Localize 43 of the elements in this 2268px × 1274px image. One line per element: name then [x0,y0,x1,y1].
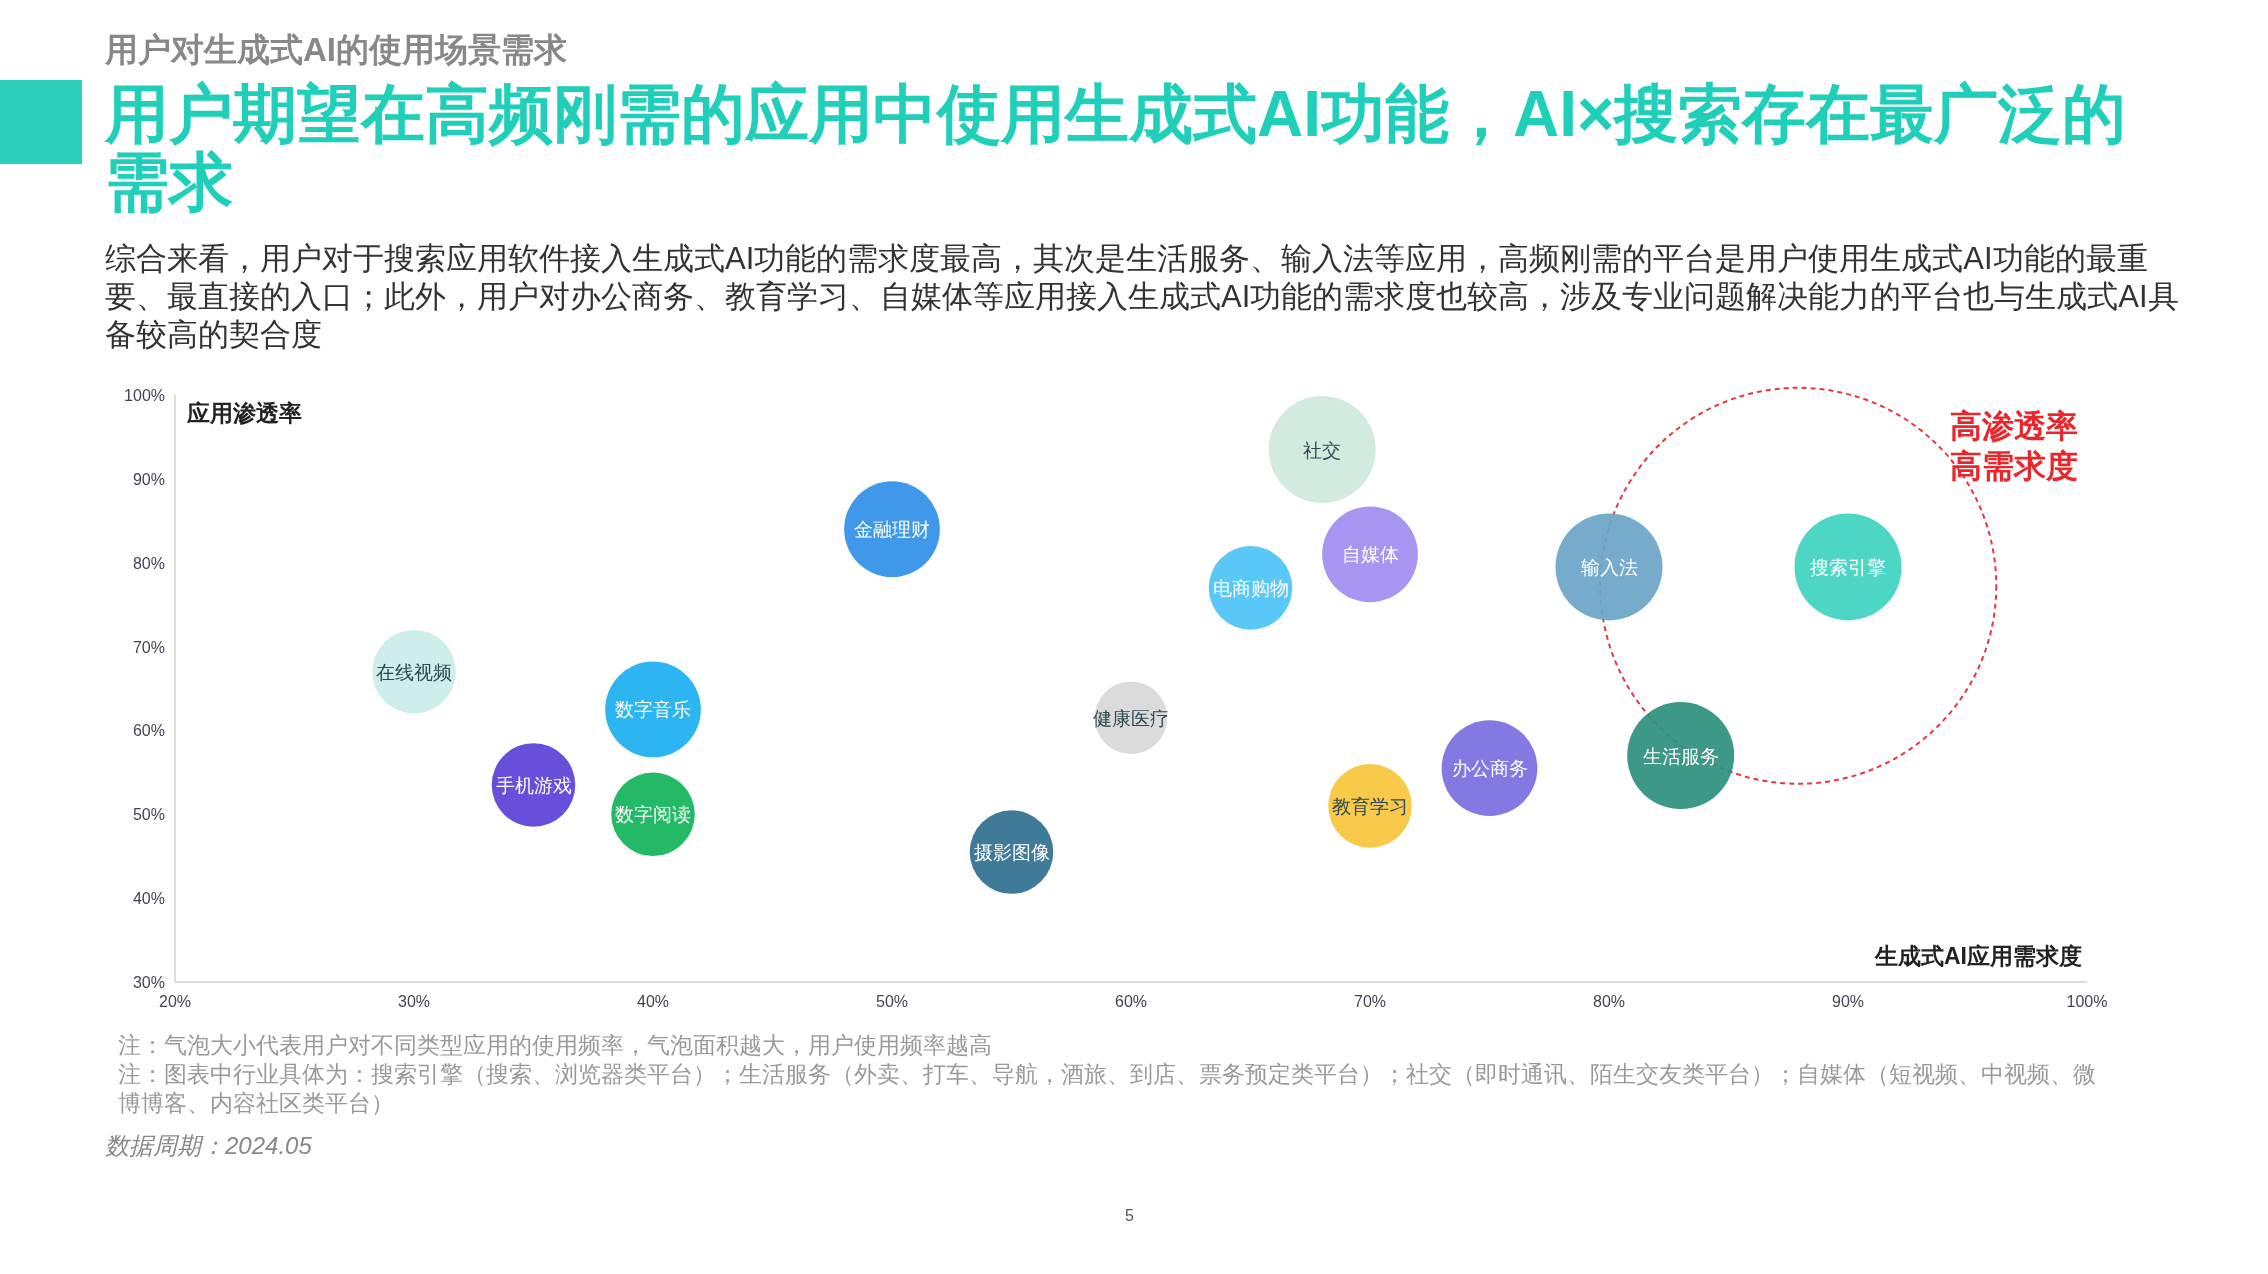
annotation: 高渗透率 [1950,407,2078,446]
series-label: 金融理财 [854,519,930,541]
annotation: 高需求度 [1950,447,2078,486]
annotation: 用户对生成式AI的使用场景需求 [105,30,567,70]
annotation: 注：气泡大小代表用户对不同类型应用的使用频率，气泡面积越大，用户使用频率越高 [118,1031,993,1060]
y-tick-label: 50% [132,806,165,824]
y-tick-label: 70% [132,638,165,656]
x-tick-label: 70% [1353,993,1387,1010]
y-tick-label: 30% [132,974,165,991]
title: 用户期望在高频刚需的应用中使用生成式AI功能，AI×搜索存在最广泛的需求 [105,80,2128,216]
annotation: 5 [1125,1207,1134,1225]
y-tick-label: 80% [132,554,165,572]
series-label: 在线视频 [376,661,452,683]
series-label: 搜索引擎 [1810,556,1886,578]
x-tick-label: 30% [397,993,431,1010]
series-label: 手机游戏 [495,774,572,796]
series-label: 自媒体 [1341,544,1399,566]
series-label: 生活服务 [1642,745,1719,767]
series-label: 数字音乐 [615,699,691,721]
y-tick-label: 90% [132,470,165,488]
series-label: 电商购物 [1212,577,1289,599]
x-axis-title: 生成式AI应用需求度 [1874,943,2082,969]
x-tick-label: 40% [636,993,670,1010]
y-tick-label: 40% [132,890,165,908]
x-tick-label: 20% [158,993,192,1010]
x-tick-label: 80% [1592,993,1626,1010]
annotation: 数据周期：2024.05 [105,1131,312,1161]
subtitle: 综合来看，用户对于搜索应用软件接入生成式AI功能的需求度最高，其次是生活服务、输入法等应用，高频刚需的平台是用户使用生成式AI功能的最重要、最直接的入口；此外，用户对办公商务、教育学习、自媒体等应用接入生成式AI功能的需求度也较高，涉及专业问题解决能力的平台也与生成式AI具备较高的契合度 [105,240,2180,354]
series-label: 社交 [1303,439,1342,461]
series-label: 输入法 [1580,556,1638,578]
x-tick-label: 100% [2066,993,2108,1010]
y-tick-label: 100% [124,387,165,404]
x-tick-label: 60% [1114,993,1148,1010]
series-label: 健康医疗 [1093,707,1169,729]
annotation: 注：图表中行业具体为：搜索引擎（搜索、浏览器类平台）；生活服务（外卖、打车、导航，酒旅、到店、票务预定类平台）；社交（即时通讯、陌生交友类平台）；自媒体（短视频、中视频、微博博客、内容社区类平台） [118,1060,2097,1118]
series-label: 数字阅读 [615,804,691,826]
x-tick-label: 50% [875,993,909,1010]
y-axis-title: 应用渗透率 [186,400,302,426]
x-tick-label: 90% [1831,993,1865,1010]
series-label: 摄影图像 [973,842,1050,864]
y-tick-label: 60% [132,722,165,740]
series-label: 教育学习 [1332,795,1408,817]
series-label: 办公商务 [1451,758,1528,780]
